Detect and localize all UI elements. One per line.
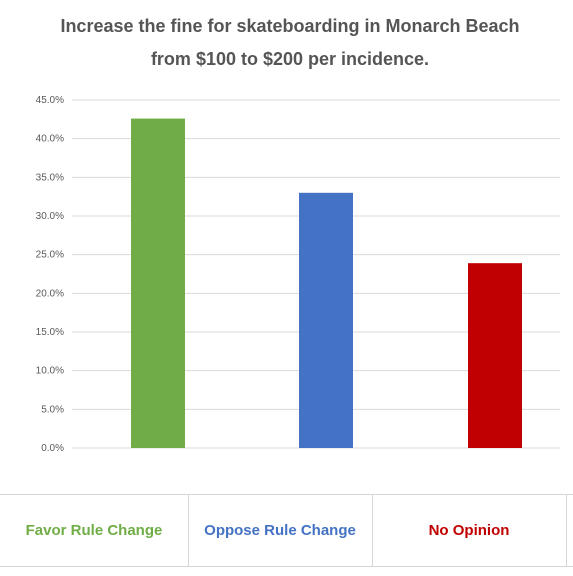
bar-favor — [131, 118, 185, 448]
y-tick-label: 25.0% — [36, 250, 64, 261]
bar-oppose — [299, 192, 353, 448]
table-divider — [188, 494, 189, 566]
table-top-border — [0, 494, 573, 495]
y-tick-label: 15.0% — [36, 327, 64, 338]
y-tick-label: 40.0% — [36, 134, 64, 145]
y-tick-label: 45.0% — [36, 95, 64, 106]
chart-title: Increase the fine for skateboarding in M… — [60, 16, 520, 69]
y-tick-label: 20.0% — [36, 288, 64, 299]
category-label-no-opinion: No Opinion — [428, 522, 510, 539]
bar-no-opinion — [468, 263, 522, 448]
plot-area: 0.0% 5.0% 10.0% 15.0% 20.0% 25.0% 30.0% 35.0% 40… — [36, 95, 560, 454]
y-tick-label: 30.0% — [36, 211, 64, 222]
category-label-oppose: Oppose Rule Change — [204, 522, 356, 539]
category-label-favor: Favor Rule Change — [25, 522, 163, 539]
y-tick-label: 0.0% — [41, 443, 64, 454]
category-table: Favor Rule Change Oppose Rule Change No … — [0, 486, 573, 576]
y-tick-label: 35.0% — [36, 172, 64, 183]
table-divider — [372, 494, 373, 566]
y-tick-label: 10.0% — [36, 366, 64, 377]
table-bottom-border — [0, 566, 573, 567]
table-divider — [566, 494, 567, 566]
y-tick-label: 5.0% — [41, 404, 64, 415]
